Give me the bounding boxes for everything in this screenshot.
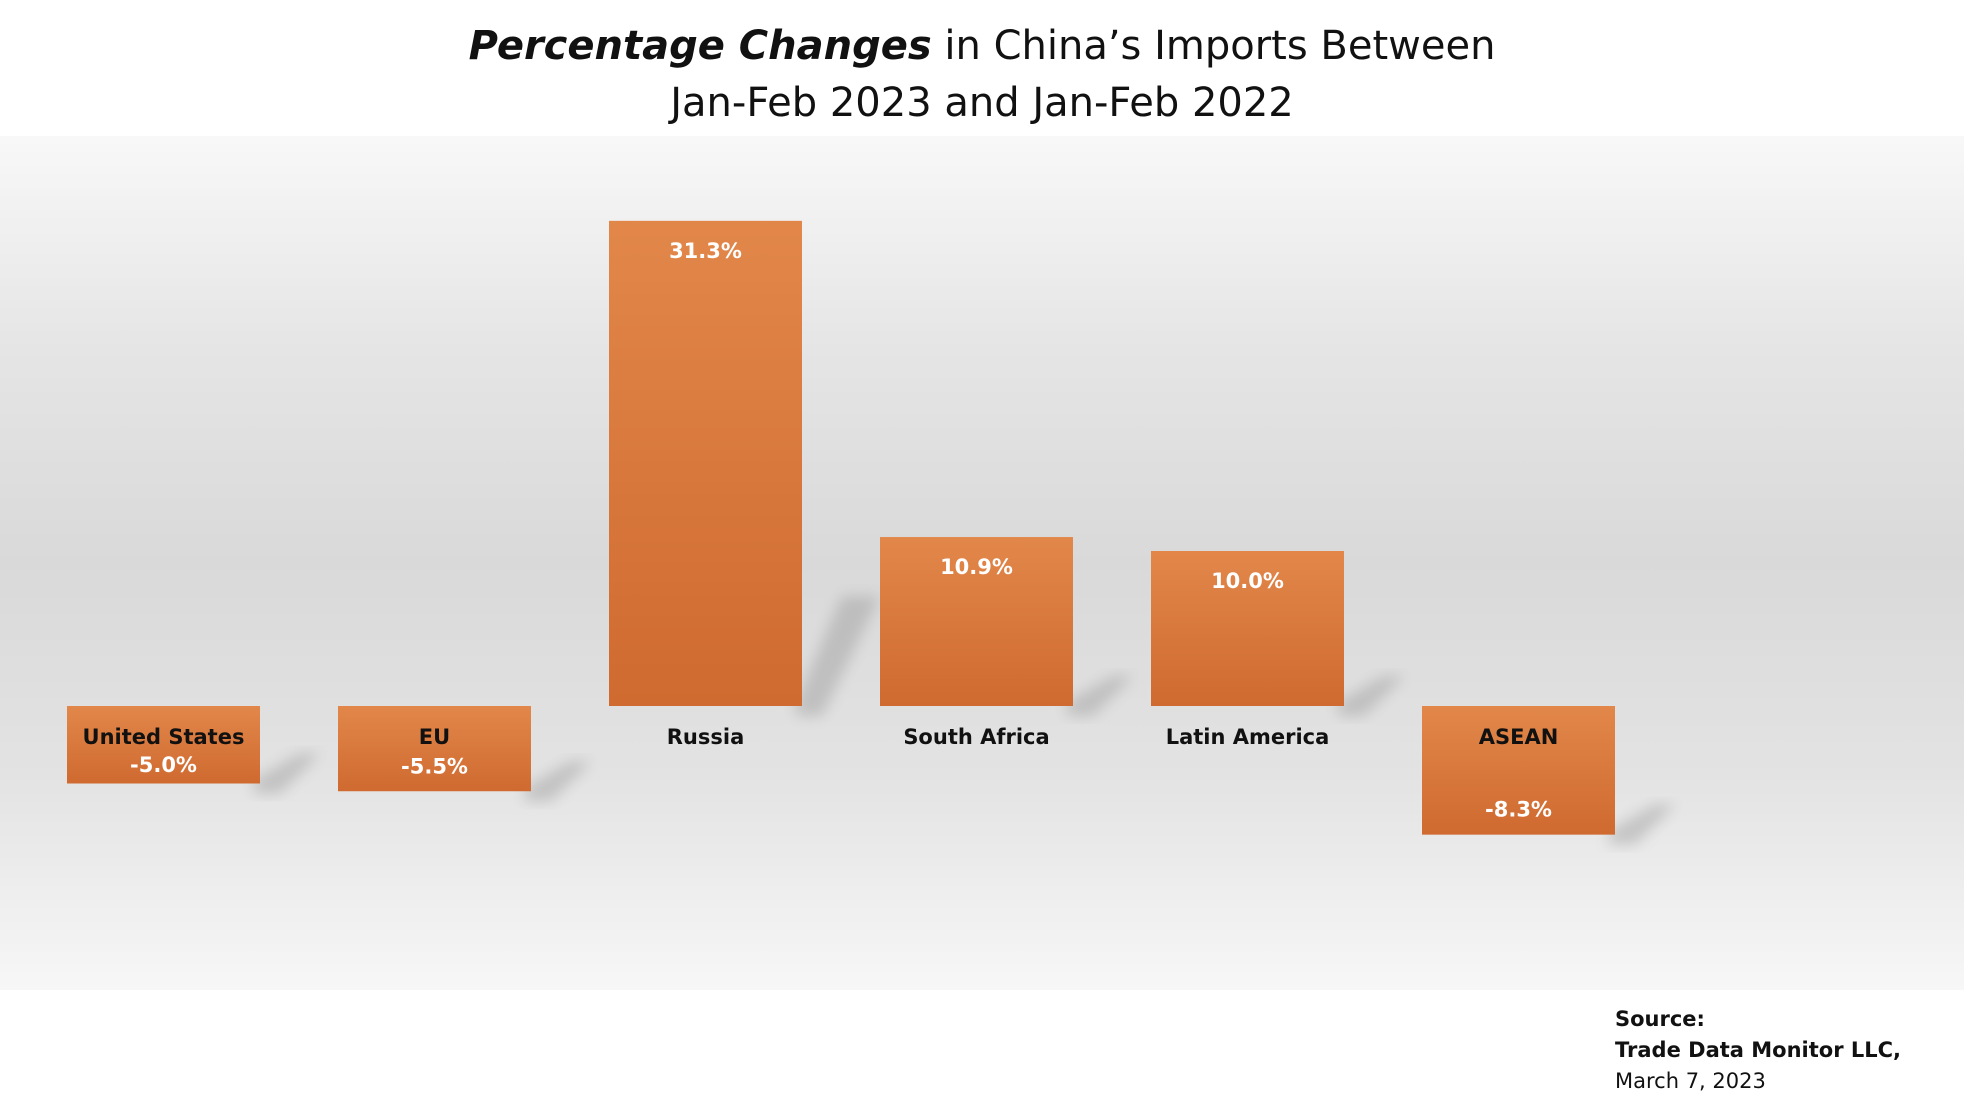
- value-label-south-africa: 10.9%: [940, 555, 1013, 579]
- bar-latin-america: [1151, 551, 1344, 706]
- title-rest: in China’s Imports Between: [931, 23, 1496, 69]
- value-label-latin-america: 10.0%: [1211, 569, 1284, 593]
- value-label-united-states: -5.0%: [130, 753, 197, 777]
- source-org: Trade Data Monitor LLC,: [1615, 1038, 1902, 1062]
- bar-shadow-asean: [1609, 804, 1675, 845]
- bar-eu: [338, 706, 531, 792]
- source-label: Source:: [1615, 1007, 1705, 1031]
- title-line-2: Jan-Feb 2023 and Jan-Feb 2022: [670, 80, 1294, 126]
- bar-south-africa: [880, 537, 1073, 706]
- bar-shadow-south-africa: [1067, 676, 1133, 716]
- category-label-eu: EU: [419, 725, 450, 749]
- value-label-eu: -5.5%: [401, 754, 468, 778]
- bar-shadow-eu: [525, 761, 591, 802]
- value-label-asean: -8.3%: [1485, 798, 1552, 822]
- bar-shadow-united-states: [254, 753, 320, 794]
- category-label-asean: ASEAN: [1479, 725, 1559, 749]
- title-line-1: Percentage Changes in China’s Imports Be…: [0, 18, 1964, 75]
- category-label-russia: Russia: [667, 725, 745, 749]
- source-note: Source: Trade Data Monitor LLC, March 7,…: [1615, 1004, 1901, 1097]
- title-emphasis: Percentage Changes: [468, 23, 932, 69]
- bar-labels: United States -5.0% EU -5.5% 31.3% Russia 10.9…: [83, 239, 1559, 822]
- chart-title: Percentage Changes in China’s Imports Be…: [0, 18, 1964, 132]
- bar-asean: [1422, 706, 1615, 835]
- source-date: March 7, 2023: [1615, 1069, 1766, 1093]
- category-label-united-states: United States: [83, 725, 245, 749]
- bar-shadow-latin-america: [1338, 676, 1404, 716]
- bars: [67, 220, 1615, 835]
- bar-russia: [609, 220, 802, 706]
- bar-shadows: [254, 596, 1675, 845]
- bar-united-states: [67, 706, 260, 784]
- value-label-russia: 31.3%: [669, 239, 742, 263]
- category-label-latin-america: Latin America: [1166, 725, 1330, 749]
- bar-shadow-russia: [796, 596, 880, 716]
- category-label-south-africa: South Africa: [903, 725, 1049, 749]
